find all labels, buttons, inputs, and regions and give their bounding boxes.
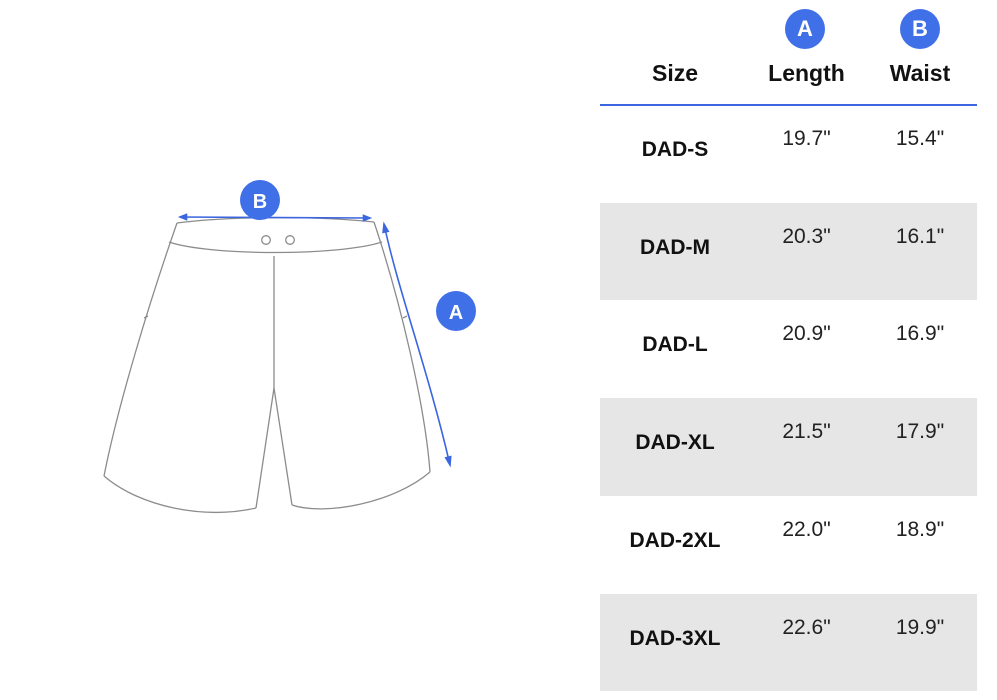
svg-text:B: B <box>253 191 267 213</box>
svg-text:A: A <box>449 302 463 324</box>
